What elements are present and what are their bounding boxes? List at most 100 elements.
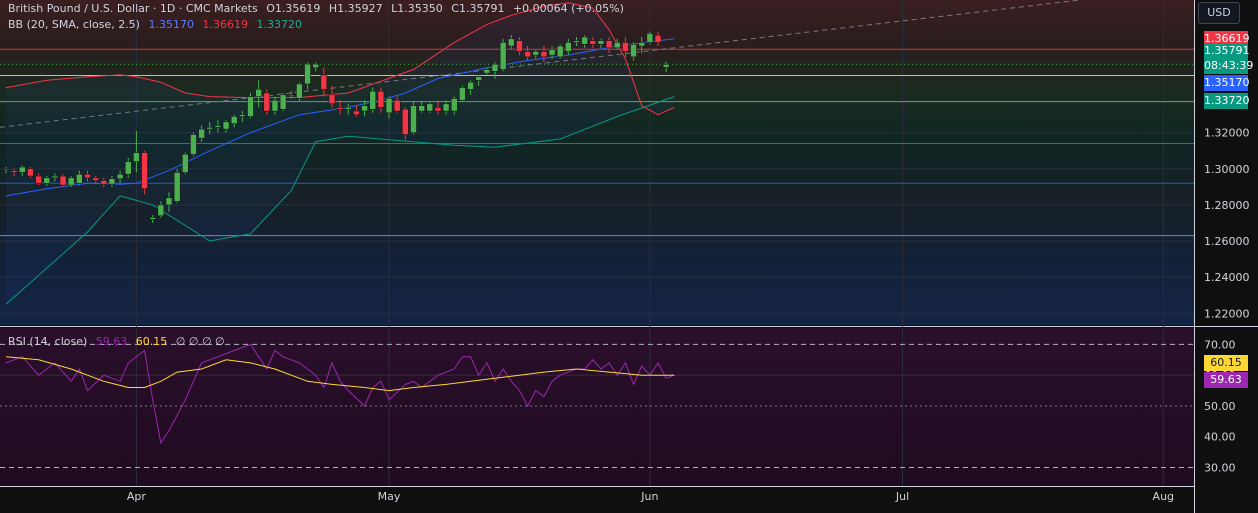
candle[interactable] xyxy=(393,96,401,113)
candle[interactable] xyxy=(263,89,271,115)
candle[interactable] xyxy=(222,120,230,133)
candle[interactable] xyxy=(556,44,564,59)
candle-body xyxy=(312,63,319,68)
candle[interactable] xyxy=(206,121,213,135)
candle[interactable] xyxy=(255,80,262,108)
candle[interactable] xyxy=(27,167,34,178)
candle[interactable] xyxy=(100,177,108,187)
candle[interactable] xyxy=(304,62,311,90)
candle[interactable] xyxy=(19,165,26,177)
candle[interactable] xyxy=(646,31,654,45)
candle[interactable] xyxy=(418,102,425,113)
candlesticks[interactable] xyxy=(2,31,670,223)
candle[interactable] xyxy=(467,80,474,95)
candle[interactable] xyxy=(434,100,442,115)
candle-body xyxy=(565,42,572,52)
candle[interactable] xyxy=(173,168,181,204)
candle[interactable] xyxy=(51,173,59,182)
candle[interactable] xyxy=(573,37,580,47)
candle[interactable] xyxy=(605,37,613,54)
candle[interactable] xyxy=(214,120,222,133)
bb-legend-label[interactable]: BB (20, SMA, close, 2.5) xyxy=(8,18,140,31)
candle[interactable] xyxy=(190,132,197,157)
candle[interactable] xyxy=(459,85,466,103)
candle[interactable] xyxy=(589,37,597,48)
candle[interactable] xyxy=(548,46,556,59)
candle[interactable] xyxy=(508,35,515,50)
candle[interactable] xyxy=(491,62,499,79)
candle[interactable] xyxy=(597,38,605,48)
candle-body xyxy=(255,89,262,97)
candle[interactable] xyxy=(76,170,83,186)
candle-body xyxy=(35,175,42,184)
candle[interactable] xyxy=(483,67,491,75)
candle-body xyxy=(540,51,548,58)
candle[interactable] xyxy=(532,49,539,59)
candle[interactable] xyxy=(516,37,523,56)
candle[interactable] xyxy=(410,102,417,135)
candle[interactable] xyxy=(336,100,344,115)
candle[interactable] xyxy=(638,37,645,54)
rsi-legend-label[interactable]: RSI (14, close) xyxy=(8,335,88,348)
candle[interactable] xyxy=(524,46,531,61)
currency-button[interactable]: USD xyxy=(1198,2,1240,24)
candle[interactable] xyxy=(141,150,148,195)
candle[interactable] xyxy=(157,201,165,218)
candle[interactable] xyxy=(247,92,254,119)
candle[interactable] xyxy=(182,152,189,175)
candle-body xyxy=(239,114,246,117)
candle[interactable] xyxy=(630,42,637,61)
candle[interactable] xyxy=(451,96,458,115)
candle[interactable] xyxy=(622,37,629,57)
candle[interactable] xyxy=(149,214,156,223)
candle-body xyxy=(198,128,205,139)
candle[interactable] xyxy=(377,87,385,113)
candle[interactable] xyxy=(296,82,303,103)
candle[interactable] xyxy=(328,85,336,108)
price-tick-label: 1.22000 xyxy=(1204,307,1250,320)
candle[interactable] xyxy=(402,107,409,140)
candle[interactable] xyxy=(108,176,116,187)
candle[interactable] xyxy=(43,176,50,186)
candle[interactable] xyxy=(361,100,368,117)
candle[interactable] xyxy=(369,87,376,113)
price-tick-label: 1.26000 xyxy=(1204,235,1250,248)
candle[interactable] xyxy=(540,46,548,63)
candle[interactable] xyxy=(353,105,360,117)
candle[interactable] xyxy=(581,35,588,48)
symbol-title[interactable]: British Pound / U.S. Dollar · 1D · CMC M… xyxy=(8,2,258,15)
candle[interactable] xyxy=(312,62,319,72)
candle[interactable] xyxy=(2,167,10,174)
candle[interactable] xyxy=(565,38,572,56)
candle[interactable] xyxy=(426,102,434,113)
candle[interactable] xyxy=(239,111,246,122)
candle[interactable] xyxy=(475,74,482,86)
candle[interactable] xyxy=(614,38,621,50)
candle[interactable] xyxy=(230,114,238,128)
candle[interactable] xyxy=(385,96,393,119)
candle[interactable] xyxy=(165,192,173,213)
candle[interactable] xyxy=(442,100,450,115)
candle-body xyxy=(230,116,238,124)
candle[interactable] xyxy=(654,31,662,47)
candle[interactable] xyxy=(92,176,99,184)
candle[interactable] xyxy=(320,67,328,97)
candle[interactable] xyxy=(662,61,670,73)
candle[interactable] xyxy=(499,38,507,72)
candle[interactable] xyxy=(198,125,205,142)
candle[interactable] xyxy=(279,92,287,112)
candle[interactable] xyxy=(125,157,132,178)
candle[interactable] xyxy=(84,170,91,182)
candle[interactable] xyxy=(345,103,352,115)
candle[interactable] xyxy=(67,176,75,187)
candle[interactable] xyxy=(133,130,140,173)
candle[interactable] xyxy=(271,96,279,115)
candle[interactable] xyxy=(59,174,67,187)
candle[interactable] xyxy=(35,173,42,186)
candle[interactable] xyxy=(288,91,295,99)
price-tick-label: 1.32000 xyxy=(1204,127,1250,140)
candle[interactable] xyxy=(10,168,18,177)
candle[interactable] xyxy=(116,170,124,184)
rsi-legend: RSI (14, close) 59.63 60.15 ∅ ∅ ∅ ∅ xyxy=(8,335,230,349)
